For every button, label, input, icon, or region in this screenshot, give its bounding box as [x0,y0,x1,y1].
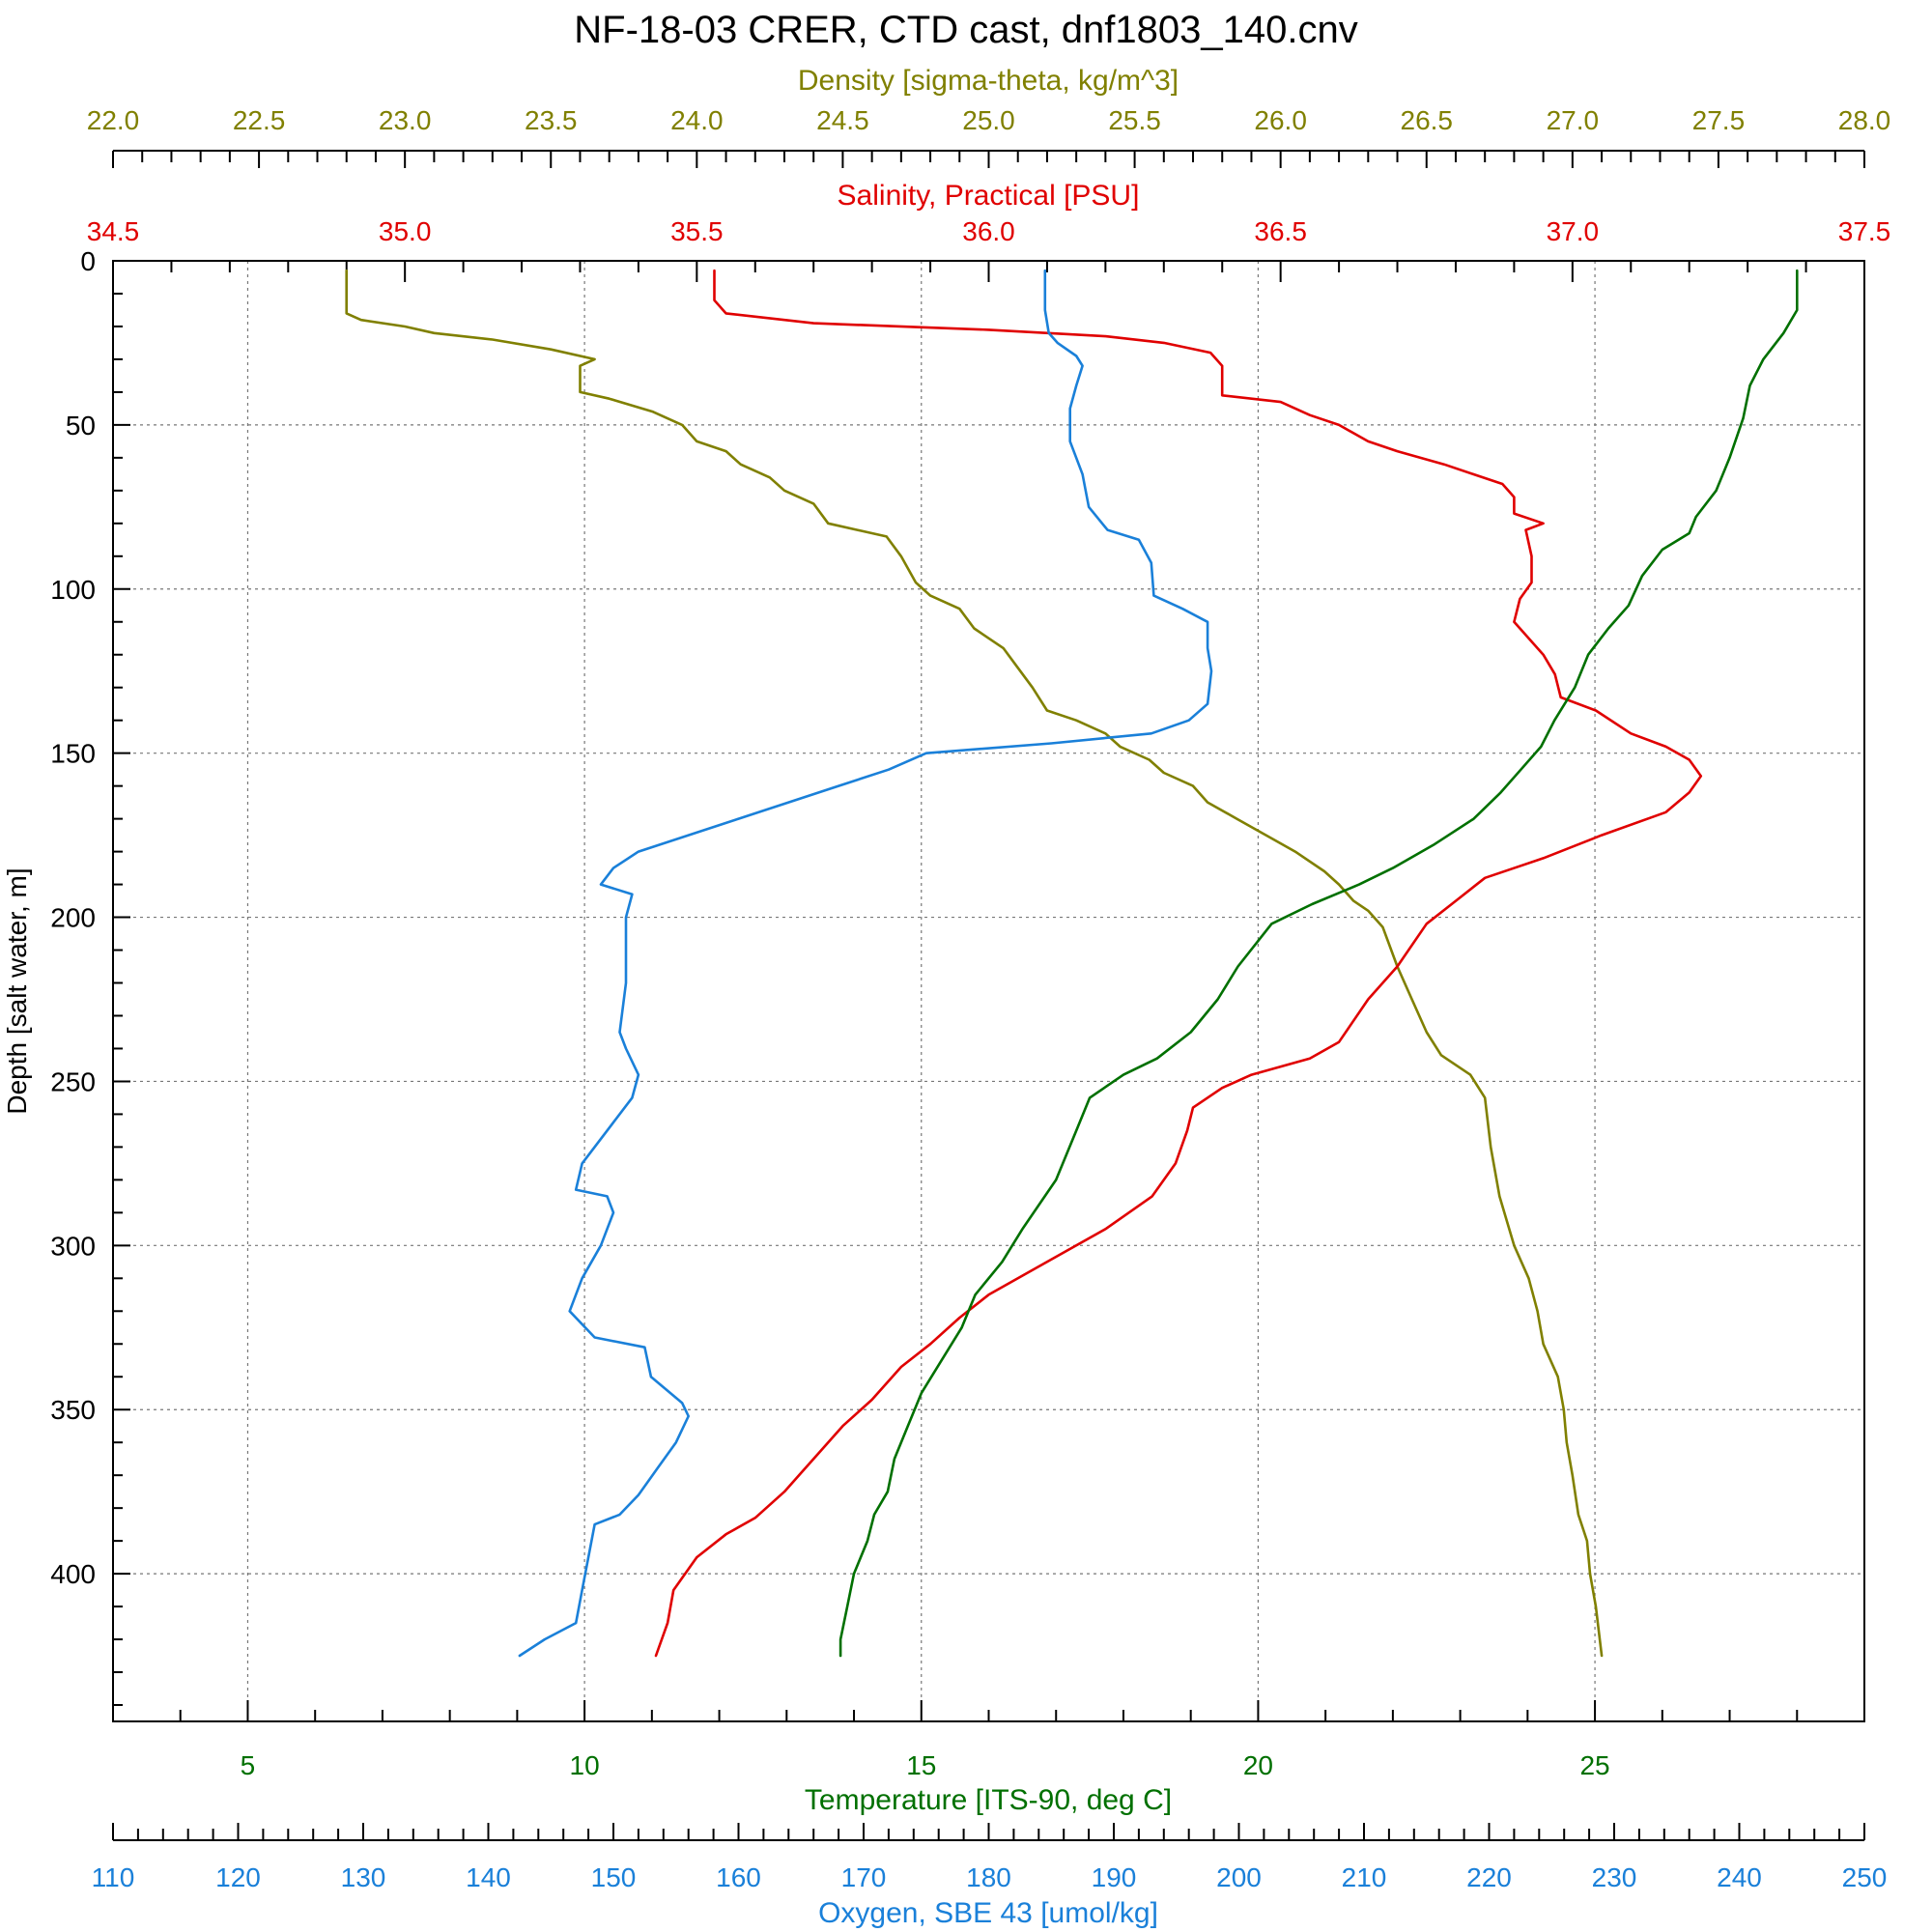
oxygen-tick-label: 130 [341,1862,386,1892]
temperature-tick-label: 15 [906,1750,936,1780]
density-axis-title: Density [sigma-theta, kg/m^3] [798,65,1179,97]
salinity-tick-label: 37.0 [1547,216,1600,246]
density-tick-label: 28.0 [1838,105,1891,135]
salinity-tick-label: 36.0 [962,216,1015,246]
salinity-tick-label: 35.5 [670,216,724,246]
salinity-axis-title: Salinity, Practical [PSU] [838,180,1140,212]
salinity-tick-label: 34.5 [87,216,140,246]
oxygen-tick-label: 170 [841,1862,887,1892]
oxygen-tick-label: 160 [716,1862,761,1892]
density-tick-label: 22.0 [87,105,140,135]
temperature-tick-label: 20 [1243,1750,1273,1780]
oxygen-axis-title: Oxygen, SBE 43 [umol/kg] [818,1897,1158,1929]
density-tick-label: 26.5 [1401,105,1454,135]
oxygen-profile-line [518,269,1213,1658]
density-tick-label: 27.5 [1692,105,1746,135]
density-tick-label: 27.0 [1547,105,1600,135]
density-tick-label: 23.5 [525,105,578,135]
oxygen-tick-label: 190 [1092,1862,1137,1892]
salinity-profile-line [654,269,1703,1658]
salinity-tick-label: 36.5 [1254,216,1307,246]
oxygen-tick-label: 110 [92,1862,135,1892]
oxygen-tick-label: 180 [966,1862,1011,1892]
density-tick-label: 23.0 [379,105,432,135]
y-tick-label: 350 [50,1395,96,1425]
density-tick-label: 26.0 [1254,105,1307,135]
oxygen-tick-label: 210 [1342,1862,1387,1892]
y-tick-label: 50 [66,411,96,440]
oxygen-tick-label: 230 [1592,1862,1637,1892]
oxygen-tick-label: 150 [591,1862,637,1892]
density-tick-label: 25.5 [1108,105,1161,135]
salinity-tick-label: 35.0 [379,216,432,246]
y-tick-label: 150 [50,739,96,769]
temperature-tick-label: 5 [241,1750,256,1780]
y-tick-label: 100 [50,575,96,605]
oxygen-tick-label: 120 [215,1862,261,1892]
oxygen-tick-label: 240 [1717,1862,1762,1892]
oxygen-tick-label: 250 [1842,1862,1888,1892]
density-tick-label: 24.5 [816,105,869,135]
temperature-tick-label: 25 [1579,1750,1609,1780]
plot-frame [112,260,1865,1722]
density-tick-label: 22.5 [233,105,286,135]
temperature-profile-line [838,269,1799,1658]
chart-title: NF-18-03 CRER, CTD cast, dnf1803_140.cnv [574,9,1357,51]
density-profile-line [345,269,1604,1658]
temperature-axis-title: Temperature [ITS-90, deg C] [805,1784,1172,1816]
y-tick-label: 400 [50,1559,96,1589]
grid-lines [113,261,1864,1721]
y-axis-title: Depth [salt water, m] [2,867,32,1114]
y-tick-label: 0 [80,246,96,276]
oxygen-tick-label: 220 [1466,1862,1512,1892]
y-tick-label: 300 [50,1231,96,1261]
density-tick-label: 24.0 [670,105,724,135]
y-tick-label: 250 [50,1066,96,1096]
data-series [345,269,1799,1658]
salinity-tick-label: 37.5 [1838,216,1891,246]
oxygen-tick-label: 200 [1216,1862,1262,1892]
axes: 0 50 100 150 200 250 300 350 400 5 10 15 20 25 Tempera… [50,65,1890,1929]
temperature-tick-label: 10 [570,1750,600,1780]
oxygen-tick-label: 140 [466,1862,511,1892]
density-tick-label: 25.0 [962,105,1015,135]
y-tick-label: 200 [50,903,96,933]
